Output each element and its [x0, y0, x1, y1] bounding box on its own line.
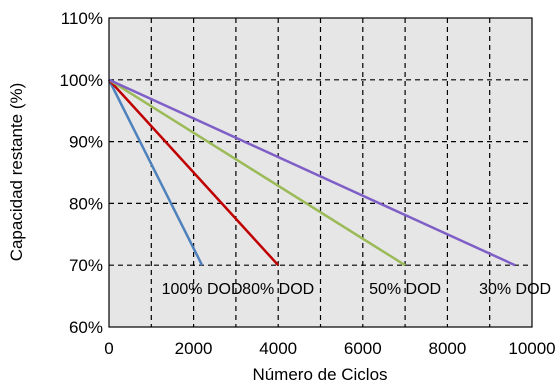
series-line [108, 78, 406, 267]
x-axis-tick-labels: 0 2000 4000 6000 8000 10000 [104, 339, 555, 358]
y-axis-tick-labels: 60% 70% 80% 90% 100% 110% [60, 9, 103, 337]
x-tick-label: 0 [104, 339, 113, 358]
x-tick-label: 6000 [344, 339, 382, 358]
plot-border [108, 17, 533, 328]
series-label: 80% DOD [242, 281, 314, 298]
x-tick-label: 2000 [175, 339, 213, 358]
x-tick-label: 8000 [428, 339, 466, 358]
grid [109, 18, 532, 327]
series-line [107, 79, 204, 266]
series-label: 50% DOD [369, 281, 441, 298]
y-tick-label: 90% [69, 133, 103, 152]
series-line [108, 78, 280, 267]
x-tick-label: 10000 [508, 339, 555, 358]
y-tick-label: 110% [61, 9, 103, 28]
x-tick-label: 4000 [259, 339, 297, 358]
y-tick-label: 100% [60, 71, 103, 90]
y-axis-title: Capacidad restante (%) [7, 83, 26, 262]
x-axis-title: Número de Ciclos [252, 365, 387, 384]
y-tick-label: 70% [69, 256, 103, 275]
series-label: 100% DOD [162, 281, 243, 298]
series-labels: 100% DOD 80% DOD 50% DOD 30% DOD [162, 281, 551, 298]
y-tick-label: 80% [69, 194, 103, 213]
y-tick-label: 60% [69, 318, 103, 337]
series-label: 30% DOD [479, 281, 551, 298]
series-line [108, 78, 516, 267]
series-lines [107, 78, 516, 267]
